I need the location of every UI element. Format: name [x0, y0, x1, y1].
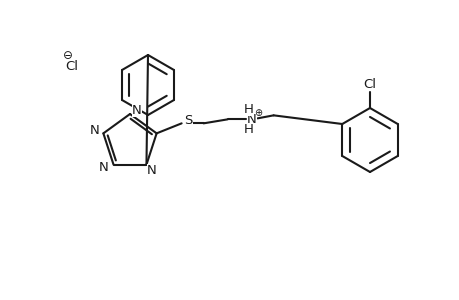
Text: N: N: [98, 161, 108, 174]
Text: ⊖: ⊖: [63, 49, 73, 62]
Text: N: N: [90, 124, 99, 137]
Text: Cl: Cl: [363, 77, 375, 91]
Text: N: N: [146, 164, 156, 177]
Text: H: H: [243, 103, 253, 116]
Text: ⊕: ⊕: [254, 108, 262, 118]
Text: H: H: [243, 123, 253, 136]
Text: S: S: [184, 114, 192, 127]
Text: N: N: [132, 103, 141, 116]
Text: Cl: Cl: [65, 59, 78, 73]
Text: N: N: [246, 113, 256, 126]
